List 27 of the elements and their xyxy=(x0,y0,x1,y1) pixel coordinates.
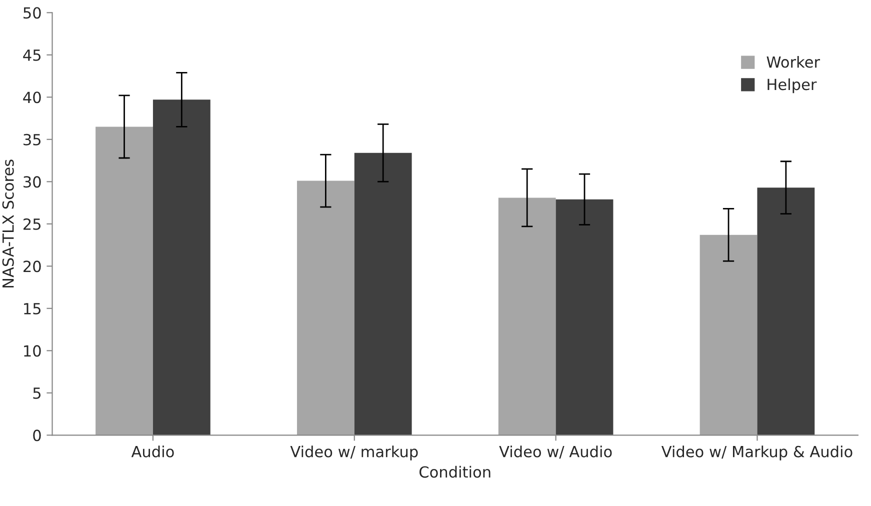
y-tick-label: 0 xyxy=(33,430,41,442)
bar xyxy=(354,152,412,436)
y-tick-label: 10 xyxy=(24,345,41,357)
x-tick-label: Video w/ Audio xyxy=(499,446,612,459)
bar xyxy=(556,199,614,436)
bar xyxy=(296,180,354,436)
bar xyxy=(498,198,556,436)
bar xyxy=(152,100,210,436)
y-tick-label: 45 xyxy=(23,50,41,61)
y-tick-label: 15 xyxy=(24,303,41,314)
x-tick-label: Video w/ Markup & Audio xyxy=(661,446,852,460)
x-axis-title: Condition xyxy=(420,466,490,478)
bar xyxy=(757,188,815,436)
x-tick-label: Audio xyxy=(131,446,174,458)
y-axis-title: NASA-TLX Scores xyxy=(2,160,14,288)
y-tick-label: 50 xyxy=(24,7,41,19)
bar xyxy=(96,126,153,436)
y-tick-label: 5 xyxy=(33,388,41,399)
y-tick-label: 35 xyxy=(24,134,41,146)
legend-label: Worker xyxy=(766,56,820,68)
x-tick-label: Video w/ markup xyxy=(290,446,418,460)
y-tick-label: 20 xyxy=(24,260,41,272)
y-tick-label: 30 xyxy=(24,176,41,188)
y-tick-label: 40 xyxy=(23,92,41,104)
bar xyxy=(700,234,758,436)
y-tick-label: 25 xyxy=(24,218,41,230)
legend-label: Helper xyxy=(768,78,817,94)
